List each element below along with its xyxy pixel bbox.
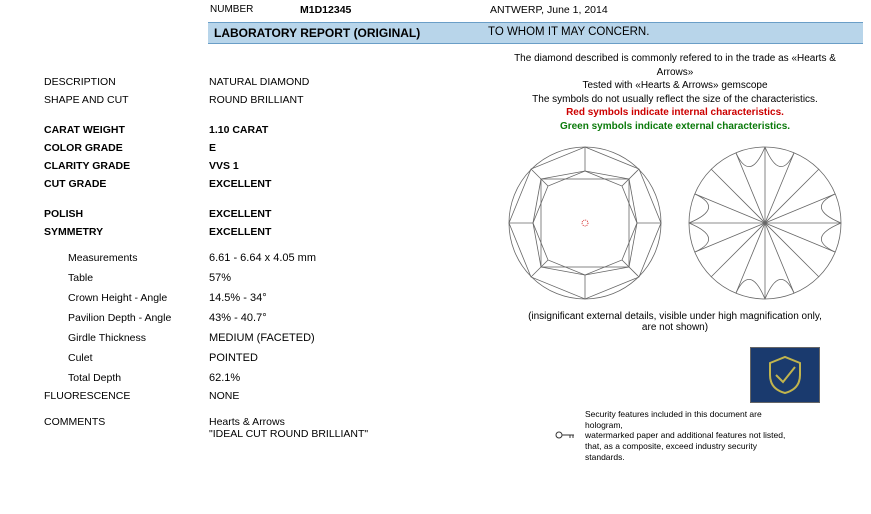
culet-label: Culet xyxy=(44,352,209,364)
specs-column: DESCRIPTION NATURAL DIAMOND SHAPE AND CU… xyxy=(0,50,490,462)
note-red: Red symbols indicate internal characteri… xyxy=(500,106,850,120)
table-value: 57% xyxy=(209,272,490,284)
crown-value: 14.5% - 34° xyxy=(209,292,490,304)
description-label: DESCRIPTION xyxy=(44,74,209,90)
specs-grid: DESCRIPTION NATURAL DIAMOND SHAPE AND CU… xyxy=(44,74,490,240)
cut-label: CUT GRADE xyxy=(44,176,209,192)
security-text: Security features included in this docum… xyxy=(585,409,795,462)
note-mid1: (insignificant external details, visible… xyxy=(500,311,850,322)
sec-line2: watermarked paper and additional feature… xyxy=(585,430,795,441)
crown-label: Crown Height - Angle xyxy=(44,292,209,304)
color-value: E xyxy=(209,140,490,156)
carat-label: CARAT WEIGHT xyxy=(44,122,209,138)
header-row: NUMBER M1D12345 ANTWERP, June 1, 2014 xyxy=(0,0,871,22)
pavilion-diagram xyxy=(685,143,845,303)
diamond-diagrams xyxy=(490,143,860,303)
comments-value: Hearts & Arrows "IDEAL CUT ROUND BRILLIA… xyxy=(209,414,490,442)
clarity-label: CLARITY GRADE xyxy=(44,158,209,174)
sec-line1: Security features included in this docum… xyxy=(585,409,795,430)
report-title-bar: LABORATORY REPORT (ORIGINAL) TO WHOM IT … xyxy=(208,22,863,44)
note-green: Green symbols indicate external characte… xyxy=(500,120,850,134)
shape-label: SHAPE AND CUT xyxy=(44,92,209,108)
girdle-label: Girdle Thickness xyxy=(44,332,209,344)
clarity-value: VVS 1 xyxy=(209,158,490,174)
measurements-value: 6.61 - 6.64 x 4.05 mm xyxy=(209,252,490,264)
pavilion-value: 43% - 40.7° xyxy=(209,312,490,324)
note-line1: The diamond described is commonly refere… xyxy=(500,52,850,79)
comments-line2: "IDEAL CUT ROUND BRILLIANT" xyxy=(209,428,490,440)
notes-block: The diamond described is commonly refere… xyxy=(500,52,850,133)
crown-diagram xyxy=(505,143,665,303)
number-label: NUMBER xyxy=(210,4,300,16)
polish-label: POLISH xyxy=(44,206,209,222)
report-title: LABORATORY REPORT (ORIGINAL) xyxy=(208,26,488,40)
number-value: M1D12345 xyxy=(300,4,490,16)
hologram-seal xyxy=(750,347,820,403)
fluorescence-label: FLUORESCENCE xyxy=(44,388,209,404)
description-value: NATURAL DIAMOND xyxy=(209,74,490,90)
symmetry-label: SYMMETRY xyxy=(44,224,209,240)
inclusion-mark xyxy=(582,220,588,226)
report-recipient: TO WHOM IT MAY CONCERN. xyxy=(488,26,649,40)
measurements-label: Measurements xyxy=(44,252,209,264)
shape-value: ROUND BRILLIANT xyxy=(209,92,490,108)
note-line3: The symbols do not usually reflect the s… xyxy=(500,93,850,107)
pavilion-label: Pavilion Depth - Angle xyxy=(44,312,209,324)
depth-label: Total Depth xyxy=(44,372,209,384)
location-date: ANTWERP, June 1, 2014 xyxy=(490,4,608,16)
culet-value: POINTED xyxy=(209,352,490,364)
color-label: COLOR GRADE xyxy=(44,140,209,156)
diagram-column: The diamond described is commonly refere… xyxy=(490,50,860,462)
cut-value: EXCELLENT xyxy=(209,176,490,192)
comments-line1: Hearts & Arrows xyxy=(209,416,490,428)
note-mid2: are not shown) xyxy=(500,322,850,333)
girdle-value: MEDIUM (FACETED) xyxy=(209,332,490,344)
symmetry-value: EXCELLENT xyxy=(209,224,490,240)
carat-value: 1.10 CARAT xyxy=(209,122,490,138)
note-mid: (insignificant external details, visible… xyxy=(500,311,850,333)
key-icon xyxy=(555,429,575,443)
comments-label: COMMENTS xyxy=(44,414,209,442)
polish-value: EXCELLENT xyxy=(209,206,490,222)
depth-value: 62.1% xyxy=(209,372,490,384)
security-note-row: Security features included in this docum… xyxy=(490,409,860,462)
sec-line3: that, as a composite, exceed industry se… xyxy=(585,441,795,462)
table-label: Table xyxy=(44,272,209,284)
main-content: DESCRIPTION NATURAL DIAMOND SHAPE AND CU… xyxy=(0,50,871,462)
fluorescence-value: NONE xyxy=(209,388,490,404)
note-line2: Tested with «Hearts & Arrows» gemscope xyxy=(500,79,850,93)
